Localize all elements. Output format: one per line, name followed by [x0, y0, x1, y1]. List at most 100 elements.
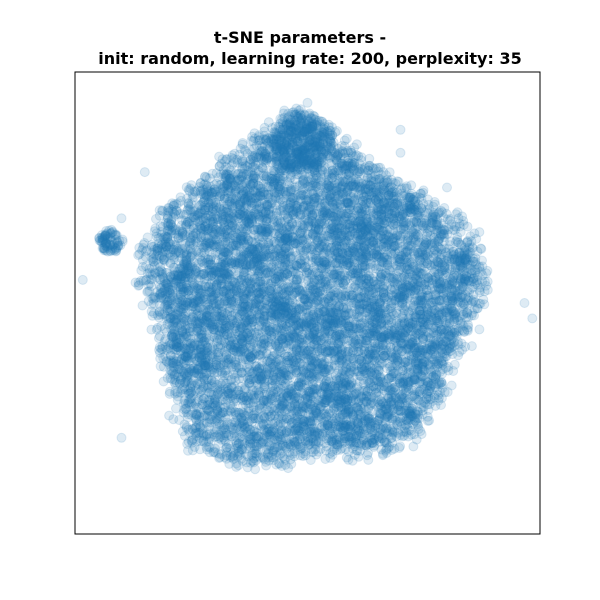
scatter-point	[387, 234, 398, 245]
scatter-point	[264, 143, 275, 154]
scatter-point	[389, 202, 400, 213]
scatter-point	[299, 155, 310, 166]
scatter-point	[349, 389, 359, 400]
scatter-point	[248, 156, 259, 167]
scatter-point	[164, 337, 175, 348]
scatter-point	[436, 244, 447, 255]
scatter-point	[446, 264, 457, 275]
scatter-point	[341, 406, 352, 417]
scatter-point	[236, 412, 247, 423]
scatter-point	[207, 349, 218, 360]
scatter-point	[290, 425, 301, 436]
scatter-point	[176, 296, 187, 307]
scatter-point	[444, 263, 455, 274]
scatter-point	[394, 399, 405, 410]
scatter-point	[230, 185, 241, 196]
scatter-point	[245, 313, 256, 324]
scatter-point	[425, 349, 436, 359]
scatter-point	[239, 410, 250, 421]
scatter-point	[310, 332, 321, 343]
scatter-point	[320, 277, 331, 288]
scatter-point	[361, 349, 372, 360]
scatter-point	[284, 174, 295, 185]
scatter-point	[207, 331, 218, 342]
scatter-point	[322, 347, 333, 357]
scatter-point	[392, 274, 403, 284]
scatter-point	[377, 433, 388, 444]
scatter-point	[442, 280, 453, 291]
scatter-point	[409, 389, 420, 400]
scatter-point	[403, 292, 414, 303]
scatter-point	[267, 375, 278, 386]
scatter-point	[258, 134, 269, 145]
scatter-point	[472, 264, 483, 275]
scatter-point	[248, 246, 259, 257]
scatter-point	[221, 341, 232, 352]
scatter-point	[159, 276, 170, 287]
scatter-point	[195, 287, 206, 298]
scatter-point	[397, 346, 407, 356]
scatter-point	[393, 343, 404, 354]
scatter-point	[273, 436, 284, 447]
scatter-point	[361, 296, 372, 307]
scatter-point	[209, 432, 220, 442]
scatter-point	[331, 154, 342, 165]
scatter-point	[354, 166, 365, 177]
scatter-point	[172, 298, 183, 309]
scatter-point	[386, 331, 397, 342]
scatter-point	[398, 384, 409, 395]
scatter-point	[282, 212, 293, 223]
scatter-point	[212, 405, 223, 416]
scatter-point	[236, 444, 247, 455]
scatter-point	[221, 349, 232, 360]
scatter-point	[161, 279, 172, 290]
scatter-point	[223, 439, 234, 450]
scatter-point	[439, 243, 450, 254]
scatter-point	[440, 270, 450, 281]
scatter-point	[235, 346, 246, 357]
scatter-point	[320, 183, 331, 194]
scatter-point	[210, 234, 221, 245]
scatter-point	[377, 257, 388, 268]
scatter-point	[358, 403, 369, 413]
scatter-point	[410, 234, 421, 245]
scatter-point	[313, 307, 324, 318]
scatter-point	[443, 224, 454, 235]
scatter-point	[362, 450, 373, 461]
scatter-point	[296, 255, 307, 266]
scatter-point	[445, 259, 456, 270]
scatter-point	[305, 399, 316, 409]
scatter-point	[263, 205, 274, 216]
scatter-point	[282, 189, 293, 200]
scatter-point	[448, 306, 459, 317]
scatter-point	[422, 376, 433, 387]
scatter-point	[414, 328, 425, 339]
scatter-point	[329, 355, 340, 366]
scatter-point	[198, 393, 209, 404]
scatter-point	[258, 424, 269, 435]
scatter-point	[285, 414, 296, 425]
scatter-point	[241, 289, 252, 300]
scatter-point	[371, 388, 382, 398]
scatter-point	[276, 355, 287, 366]
scatter-point	[321, 397, 332, 408]
scatter-point	[329, 171, 340, 182]
scatter-point	[265, 267, 276, 278]
scatter-point	[237, 306, 248, 317]
scatter-point	[248, 178, 259, 189]
scatter-point	[408, 323, 419, 333]
scatter-point	[296, 359, 307, 370]
scatter-point	[177, 281, 188, 292]
scatter-point	[325, 382, 336, 392]
scatter-point	[226, 374, 237, 385]
scatter-point	[171, 356, 182, 367]
scatter-point	[264, 426, 275, 437]
scatter-point	[165, 247, 175, 258]
scatter-point	[273, 193, 284, 204]
scatter-point	[331, 383, 341, 394]
scatter-point	[334, 343, 345, 354]
scatter-point	[373, 310, 384, 321]
scatter-point	[328, 398, 339, 409]
scatter-point	[245, 179, 256, 190]
scatter-point	[346, 187, 357, 198]
